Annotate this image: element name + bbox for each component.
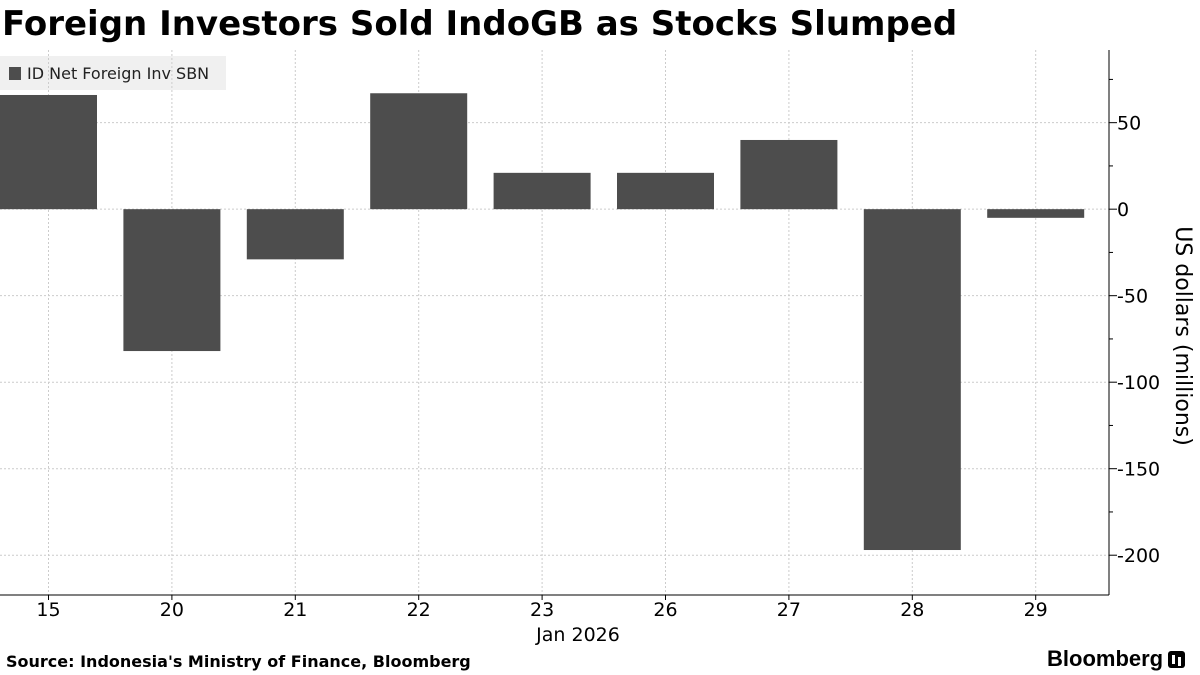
y-tick-label: 50 <box>1117 113 1141 135</box>
y-tick-label: -50 <box>1117 286 1148 308</box>
chart-title: Foreign Investors Sold IndoGB as Stocks … <box>2 4 958 44</box>
bar <box>617 172 714 210</box>
y-tick-label: -100 <box>1117 372 1160 394</box>
x-tick-label: 21 <box>283 599 307 621</box>
bar <box>246 209 344 260</box>
bloomberg-logo: Bloomberg <box>1047 646 1186 672</box>
legend-label: ID Net Foreign Inv SBN <box>27 63 210 83</box>
bar <box>123 209 221 352</box>
x-tick-label: 29 <box>1024 599 1048 621</box>
bar <box>0 94 97 210</box>
x-tick-label: 22 <box>407 599 431 621</box>
brand-label: Bloomberg <box>1047 646 1164 671</box>
bloomberg-mark-icon <box>1168 650 1186 668</box>
y-tick-label: -150 <box>1117 459 1160 481</box>
x-tick-label: 20 <box>160 599 184 621</box>
x-tick-label: 26 <box>653 599 677 621</box>
x-tick-label: 27 <box>777 599 801 621</box>
bar <box>370 93 468 210</box>
legend: ID Net Foreign Inv SBN <box>0 56 226 90</box>
x-tick-label: 28 <box>900 599 924 621</box>
bar <box>493 172 591 210</box>
bar <box>987 209 1085 218</box>
legend-swatch <box>9 66 21 80</box>
x-axis-title: Jan 2026 <box>535 624 620 646</box>
x-tick-label: 23 <box>530 599 554 621</box>
y-tick-label: -200 <box>1117 545 1160 567</box>
y-axis-title: US dollars (millions) <box>1170 226 1195 446</box>
bar <box>740 139 838 210</box>
source-note: Source: Indonesia's Ministry of Finance,… <box>6 652 471 671</box>
y-tick-label: 0 <box>1117 199 1129 221</box>
bar <box>863 209 961 551</box>
x-tick-label: 15 <box>36 599 60 621</box>
